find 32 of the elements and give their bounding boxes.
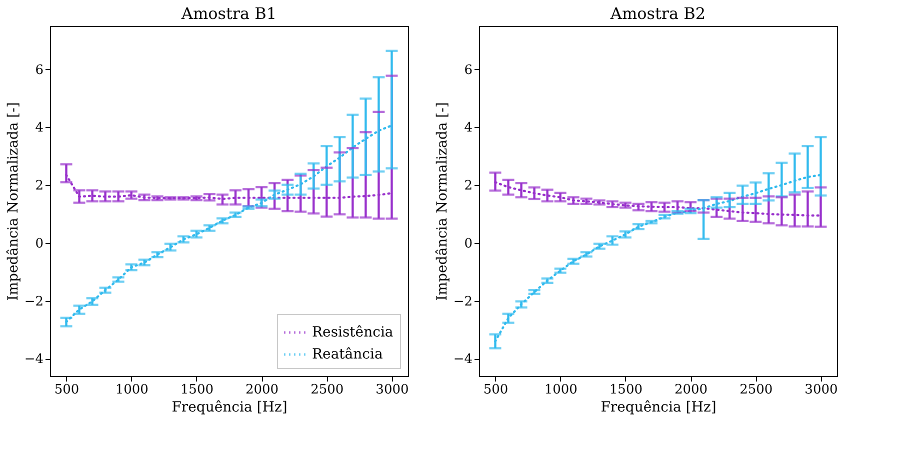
chart-title: Amostra B1 — [180, 4, 277, 23]
x-axis-title: Frequência [Hz] — [600, 400, 716, 416]
x-tick-label: 1500 — [180, 382, 214, 398]
y-tick-label: −2 — [24, 294, 44, 310]
y-tick-label: −2 — [453, 294, 472, 310]
y-axis-title: Impedância Normalizada [-] — [434, 102, 450, 301]
y-tick-label: 6 — [35, 62, 44, 78]
x-tick-label: 3000 — [376, 382, 409, 398]
x-tick-label: 1000 — [115, 382, 148, 398]
x-tick-label: 2500 — [310, 382, 344, 398]
x-tick-label: 2000 — [674, 382, 708, 398]
x-tick-label: 1000 — [544, 382, 578, 398]
y-tick-label: 0 — [35, 236, 44, 252]
y-tick-label: 6 — [464, 62, 472, 78]
legend-label: Resistência — [312, 324, 394, 340]
y-tick-label: 2 — [464, 178, 472, 194]
x-tick-label: 2000 — [246, 382, 279, 398]
y-tick-label: 2 — [35, 178, 44, 194]
x-tick-label: 500 — [483, 382, 508, 398]
x-tick-label: 2500 — [740, 382, 773, 398]
y-tick-label: −4 — [24, 352, 44, 368]
x-tick-label: 500 — [54, 382, 80, 398]
y-axis-title: Impedância Normalizada [-] — [5, 102, 22, 301]
legend-label: Reatância — [312, 346, 383, 362]
y-tick-label: 4 — [464, 120, 472, 136]
y-tick-label: 0 — [464, 236, 472, 252]
y-tick-label: 4 — [35, 120, 44, 136]
x-tick-label: 1500 — [609, 382, 642, 398]
chart-title: Amostra B2 — [609, 4, 706, 23]
x-axis-title: Frequência [Hz] — [172, 400, 288, 416]
y-tick-label: −4 — [453, 352, 472, 368]
x-tick-label: 3000 — [804, 382, 838, 398]
